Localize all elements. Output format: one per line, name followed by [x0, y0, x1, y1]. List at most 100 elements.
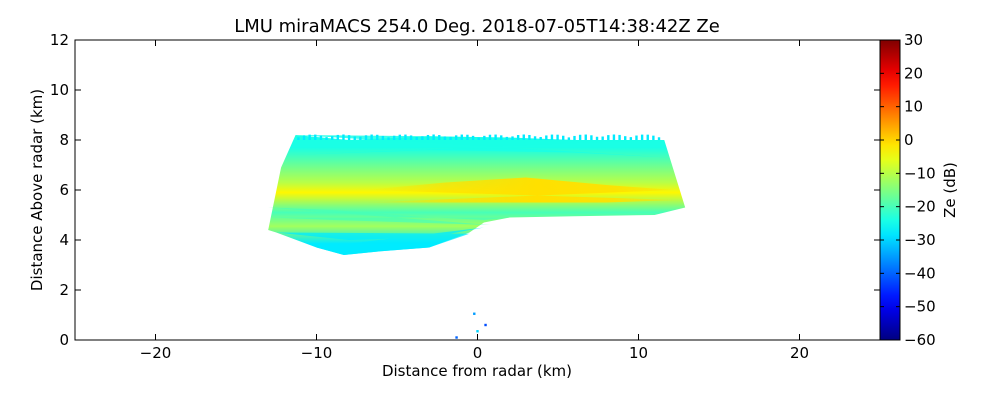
- echo-speckle: [342, 134, 345, 140]
- echo-speckle: [308, 134, 311, 140]
- echo-speckle: [392, 135, 396, 140]
- echo-speckle: [488, 134, 492, 140]
- x-tick-label: 20: [790, 344, 809, 362]
- echo-speckle: [578, 134, 582, 140]
- echo-speckle: [624, 136, 627, 140]
- echo-speckle: [421, 136, 424, 140]
- echo-speckle: [398, 134, 402, 140]
- echo-speckle: [612, 134, 616, 140]
- echo-speckle: [539, 136, 542, 140]
- echo-speckle: [387, 137, 390, 140]
- layer-mid-band: [268, 207, 510, 225]
- echo-speckle: [443, 136, 447, 140]
- echo-speckle: [511, 136, 514, 140]
- echo-speckle: [449, 136, 452, 140]
- colorbar-tick-label: −50: [904, 298, 936, 316]
- echo-speckle: [415, 136, 418, 140]
- y-tick-label: 4: [59, 231, 69, 249]
- echo-speckle: [505, 136, 509, 140]
- y-tick-label: 10: [50, 81, 69, 99]
- echo-speckle: [319, 135, 323, 140]
- echo-speckle: [550, 134, 554, 140]
- echo-speckle: [652, 135, 655, 140]
- echo-speckle: [516, 135, 520, 140]
- echo-speckle: [533, 136, 537, 140]
- y-tick-label: 0: [59, 331, 69, 349]
- echo-speckle: [330, 136, 334, 140]
- echo-speckle: [432, 134, 435, 140]
- chart-title: LMU miraMACS 254.0 Deg. 2018-07-05T14:38…: [234, 16, 720, 37]
- echo-speckle: [438, 135, 441, 140]
- y-tick-label: 12: [50, 31, 69, 49]
- colorbar-tick-label: 0: [904, 131, 914, 149]
- echo-speckle: [595, 136, 599, 140]
- colorbar: [879, 39, 901, 341]
- echo-speckle: [657, 137, 661, 140]
- colorbar-tick-label: 20: [904, 64, 923, 82]
- x-tick-label: −10: [301, 344, 333, 362]
- echo-speckle: [590, 135, 593, 140]
- echo-speckle: [376, 134, 379, 140]
- echo-speckle: [426, 134, 430, 140]
- echo-speckle: [460, 134, 463, 140]
- echo-speckle: [494, 134, 497, 140]
- x-axis: −20 −10 0 10 20: [140, 40, 809, 362]
- echo-speckle: [646, 134, 649, 140]
- colorbar-tick-label: −40: [904, 264, 936, 282]
- echo-speckle: [562, 135, 565, 140]
- y-tick-label: 8: [59, 131, 69, 149]
- echo-speckle: [381, 135, 385, 140]
- echo-speckle: [325, 137, 328, 140]
- colorbar-tick-label: −30: [904, 231, 936, 249]
- colorbar-tick-label: 30: [904, 31, 923, 49]
- y-axis: 0 2 4 6 8 10 12: [50, 31, 880, 349]
- x-tick-label: 10: [629, 344, 648, 362]
- clutter-point: [473, 312, 476, 315]
- echo-speckle: [359, 136, 362, 140]
- clutter-point: [455, 336, 458, 339]
- echo-speckle: [454, 135, 458, 140]
- echo-speckle: [370, 134, 373, 140]
- x-tick-label: 0: [473, 344, 483, 362]
- colorbar-tick-label: 10: [904, 98, 923, 116]
- echo-speckle: [314, 134, 317, 140]
- echo-speckle: [471, 135, 475, 140]
- x-tick-label: −20: [140, 344, 172, 362]
- echo-speckle: [483, 135, 486, 140]
- echo-speckle: [601, 136, 604, 140]
- echo-speckle: [404, 134, 407, 140]
- colorbar-tick-label: −20: [904, 198, 936, 216]
- echo-speckle: [556, 134, 559, 140]
- echo-speckle: [500, 135, 503, 140]
- colorbar-label: Ze (dB): [941, 162, 959, 218]
- echo-speckle: [364, 135, 368, 140]
- echo-speckle: [522, 134, 525, 140]
- echo-speckle: [618, 134, 621, 140]
- layer-upper-edge: [289, 135, 670, 158]
- y-tick-label: 2: [59, 281, 69, 299]
- x-axis-title: Distance from radar (km): [382, 362, 572, 380]
- echo-region: [268, 135, 686, 255]
- echo-speckle: [635, 135, 638, 140]
- colorbar-axis: 30 20 10 0 −10 −20 −30 −40 −50 −60: [880, 31, 936, 349]
- echo-speckle: [297, 137, 300, 140]
- plot-area: [268, 134, 686, 339]
- layer-lower-edge: [276, 227, 484, 255]
- echo-speckle: [302, 135, 306, 140]
- y-tick-label: 6: [59, 181, 69, 199]
- y-axis-title: Distance Above radar (km): [28, 89, 46, 291]
- layer-core: [364, 177, 678, 203]
- echo-speckle: [528, 134, 531, 140]
- echo-speckle: [607, 135, 610, 140]
- echo-speckle: [640, 134, 644, 140]
- echo-speckle: [545, 135, 548, 140]
- echo-speckle: [629, 137, 633, 140]
- echo-speckle: [353, 136, 356, 140]
- echo-speckle: [567, 137, 571, 140]
- echo-speckle: [409, 135, 413, 140]
- echo-speckle: [584, 134, 587, 140]
- echo-speckle: [336, 134, 340, 140]
- clutter-point: [476, 330, 479, 333]
- echo-speckle: [477, 137, 480, 140]
